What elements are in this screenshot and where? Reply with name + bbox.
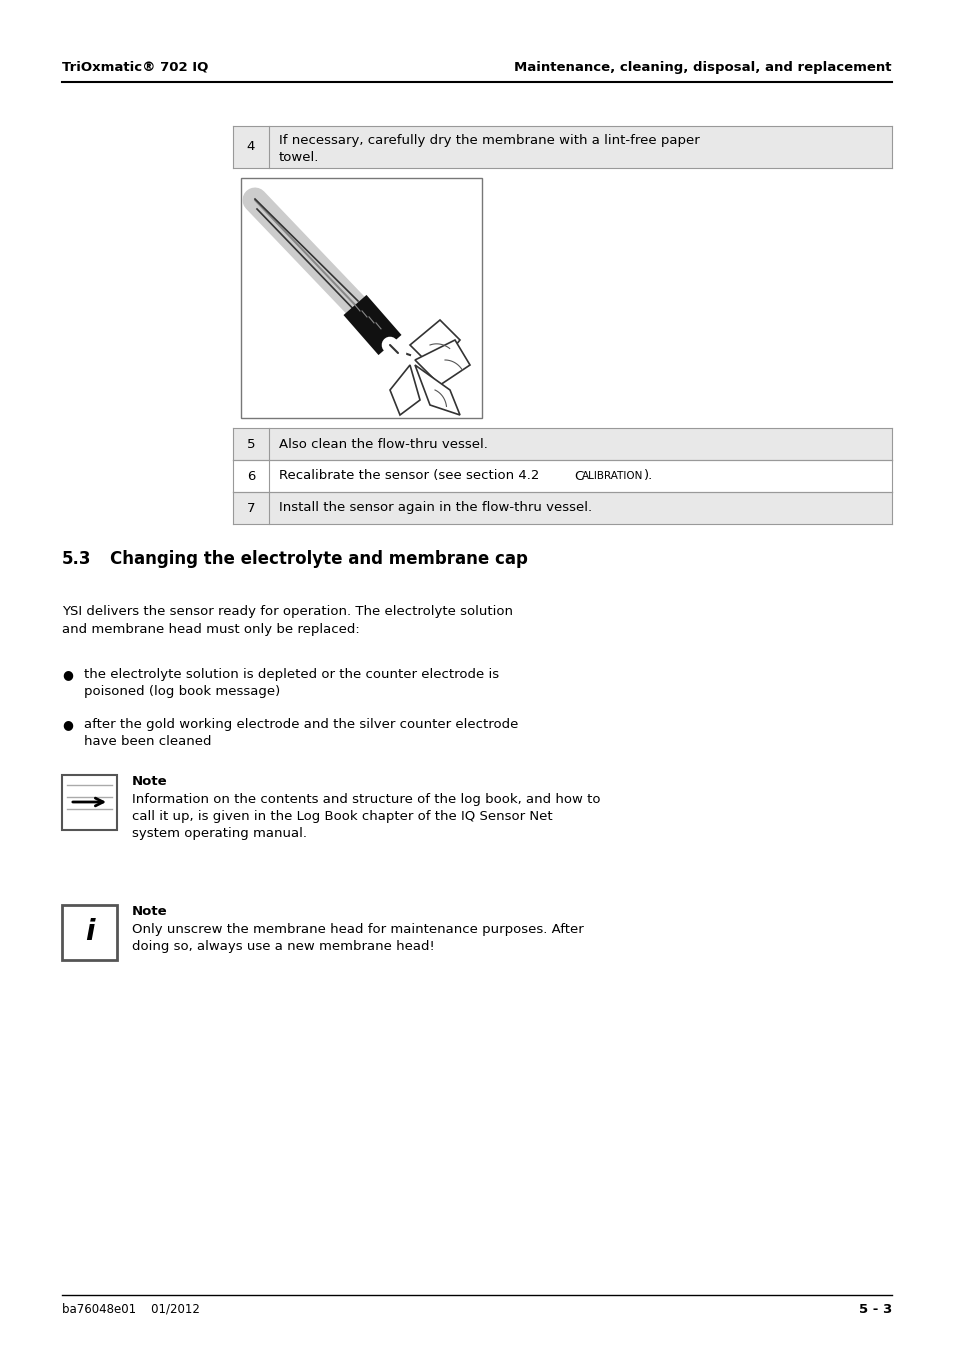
Text: TriOxmatic® 702 IQ: TriOxmatic® 702 IQ bbox=[62, 61, 208, 74]
Bar bbox=[233, 460, 891, 491]
Text: Only unscrew the membrane head for maintenance purposes. After
doing so, always : Only unscrew the membrane head for maint… bbox=[132, 923, 583, 953]
Text: If necessary, carefully dry the membrane with a lint-free paper
towel.: If necessary, carefully dry the membrane… bbox=[278, 134, 699, 163]
Text: 4: 4 bbox=[247, 140, 254, 154]
Polygon shape bbox=[390, 364, 419, 414]
Text: Note: Note bbox=[132, 775, 168, 788]
Text: 5: 5 bbox=[247, 437, 255, 451]
Text: ●: ● bbox=[62, 668, 72, 680]
Text: ).: ). bbox=[643, 470, 653, 482]
Text: C: C bbox=[574, 470, 582, 482]
Text: YSI delivers the sensor ready for operation. The electrolyte solution
and membra: YSI delivers the sensor ready for operat… bbox=[62, 605, 513, 636]
Bar bbox=[233, 491, 891, 524]
Text: 6: 6 bbox=[247, 470, 254, 482]
Text: Recalibrate the sensor (see section 4.2: Recalibrate the sensor (see section 4.2 bbox=[278, 470, 543, 482]
Text: 5.3: 5.3 bbox=[62, 549, 91, 568]
Text: ALIBRATION: ALIBRATION bbox=[581, 471, 642, 481]
Text: 5 - 3: 5 - 3 bbox=[858, 1303, 891, 1316]
Bar bbox=[62, 775, 117, 830]
Text: ●: ● bbox=[62, 718, 72, 730]
Text: Changing the electrolyte and membrane cap: Changing the electrolyte and membrane ca… bbox=[110, 549, 527, 568]
Text: 7: 7 bbox=[247, 501, 255, 514]
Text: Install the sensor again in the flow-thru vessel.: Install the sensor again in the flow-thr… bbox=[278, 501, 592, 514]
Bar bbox=[62, 904, 117, 960]
Text: Maintenance, cleaning, disposal, and replacement: Maintenance, cleaning, disposal, and rep… bbox=[514, 61, 891, 74]
Bar bbox=[233, 126, 891, 167]
Polygon shape bbox=[415, 340, 470, 385]
Bar bbox=[233, 428, 891, 460]
Text: Note: Note bbox=[132, 904, 168, 918]
Text: after the gold working electrode and the silver counter electrode
have been clea: after the gold working electrode and the… bbox=[84, 718, 517, 748]
Polygon shape bbox=[415, 364, 459, 414]
Text: Information on the contents and structure of the log book, and how to
call it up: Information on the contents and structur… bbox=[132, 792, 599, 840]
Text: Also clean the flow-thru vessel.: Also clean the flow-thru vessel. bbox=[278, 437, 487, 451]
Text: ba76048e01    01/2012: ba76048e01 01/2012 bbox=[62, 1303, 200, 1316]
Bar bbox=[241, 178, 481, 418]
Polygon shape bbox=[410, 320, 459, 370]
Text: the electrolyte solution is depleted or the counter electrode is
poisoned (log b: the electrolyte solution is depleted or … bbox=[84, 668, 498, 698]
Text: i: i bbox=[85, 918, 94, 946]
